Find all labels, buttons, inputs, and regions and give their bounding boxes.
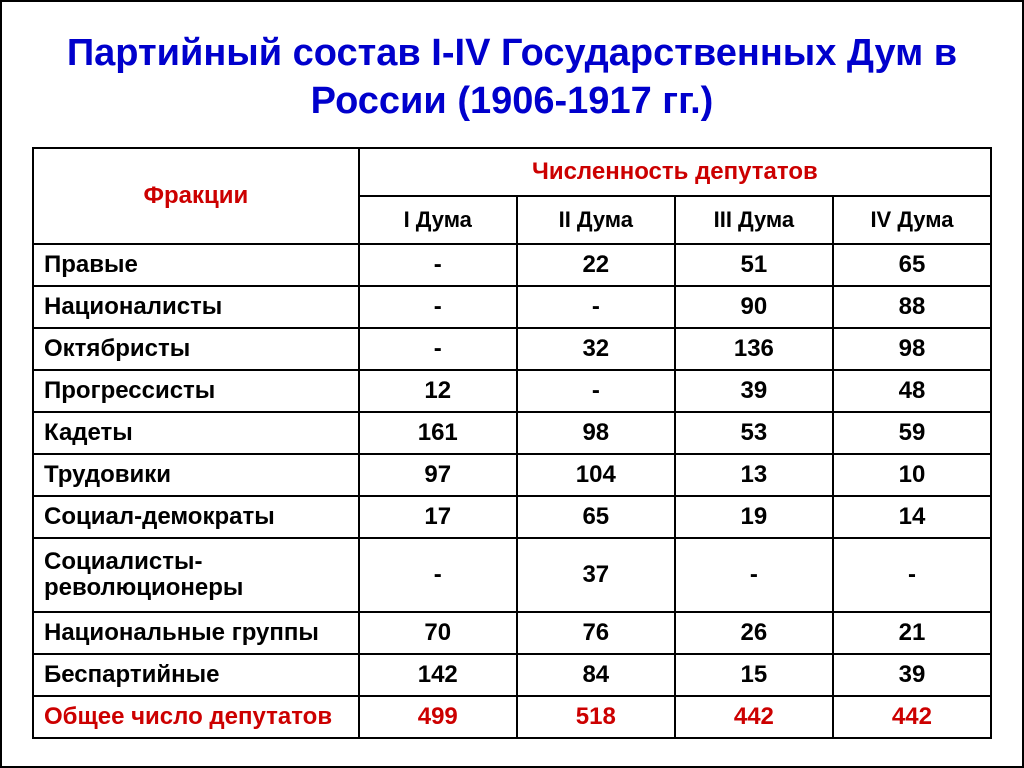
value-cell: -	[359, 328, 517, 370]
total-value-cell: 499	[359, 696, 517, 738]
value-cell: 51	[675, 244, 833, 286]
value-cell: 32	[517, 328, 675, 370]
table-row: Беспартийные142841539	[33, 654, 991, 696]
faction-name-cell: Социалисты-революционеры	[33, 538, 359, 612]
value-cell: -	[359, 244, 517, 286]
total-label-cell: Общее число депутатов	[33, 696, 359, 738]
value-cell: 14	[833, 496, 991, 538]
total-value-cell: 518	[517, 696, 675, 738]
header-duma-2: II Дума	[517, 196, 675, 244]
header-duma-4: IV Дума	[833, 196, 991, 244]
table-row: Национальные группы70762621	[33, 612, 991, 654]
value-cell: 21	[833, 612, 991, 654]
value-cell: 84	[517, 654, 675, 696]
faction-name-cell: Социал-демократы	[33, 496, 359, 538]
slide-title: Партийный состав I-IV Государственных Ду…	[32, 30, 992, 125]
table-row: Кадеты161985359	[33, 412, 991, 454]
value-cell: 98	[517, 412, 675, 454]
value-cell: -	[833, 538, 991, 612]
header-duma-3: III Дума	[675, 196, 833, 244]
value-cell: 17	[359, 496, 517, 538]
total-value-cell: 442	[833, 696, 991, 738]
faction-name-cell: Трудовики	[33, 454, 359, 496]
header-duma-1: I Дума	[359, 196, 517, 244]
table-row: Правые-225165	[33, 244, 991, 286]
duma-table: Фракции Численность депутатов I Дума II …	[32, 147, 992, 739]
slide-frame: Партийный состав I-IV Государственных Ду…	[0, 0, 1024, 768]
value-cell: 90	[675, 286, 833, 328]
value-cell: 97	[359, 454, 517, 496]
value-cell: 39	[833, 654, 991, 696]
header-factions: Фракции	[33, 148, 359, 244]
value-cell: 104	[517, 454, 675, 496]
value-cell: -	[359, 538, 517, 612]
faction-name-cell: Националисты	[33, 286, 359, 328]
value-cell: 142	[359, 654, 517, 696]
value-cell: 98	[833, 328, 991, 370]
value-cell: 13	[675, 454, 833, 496]
value-cell: -	[517, 370, 675, 412]
value-cell: 88	[833, 286, 991, 328]
faction-name-cell: Кадеты	[33, 412, 359, 454]
value-cell: -	[517, 286, 675, 328]
table-row: Националисты--9088	[33, 286, 991, 328]
value-cell: 26	[675, 612, 833, 654]
table-row: Социал-демократы17651914	[33, 496, 991, 538]
value-cell: -	[675, 538, 833, 612]
value-cell: 70	[359, 612, 517, 654]
value-cell: 15	[675, 654, 833, 696]
value-cell: 76	[517, 612, 675, 654]
value-cell: 48	[833, 370, 991, 412]
table-row: Прогрессисты12-3948	[33, 370, 991, 412]
value-cell: 10	[833, 454, 991, 496]
value-cell: 37	[517, 538, 675, 612]
value-cell: 59	[833, 412, 991, 454]
faction-name-cell: Беспартийные	[33, 654, 359, 696]
value-cell: 19	[675, 496, 833, 538]
header-count: Численность депутатов	[359, 148, 991, 196]
table-header: Фракции Численность депутатов I Дума II …	[33, 148, 991, 244]
value-cell: 65	[517, 496, 675, 538]
table-body: Правые-225165Националисты--9088Октябрист…	[33, 244, 991, 738]
table-row: Октябристы-3213698	[33, 328, 991, 370]
value-cell: 53	[675, 412, 833, 454]
value-cell: 161	[359, 412, 517, 454]
value-cell: -	[359, 286, 517, 328]
table-row: Социалисты-революционеры-37--	[33, 538, 991, 612]
table-total-row: Общее число депутатов499518442442	[33, 696, 991, 738]
value-cell: 12	[359, 370, 517, 412]
value-cell: 39	[675, 370, 833, 412]
faction-name-cell: Национальные группы	[33, 612, 359, 654]
faction-name-cell: Правые	[33, 244, 359, 286]
value-cell: 136	[675, 328, 833, 370]
total-value-cell: 442	[675, 696, 833, 738]
value-cell: 65	[833, 244, 991, 286]
faction-name-cell: Прогрессисты	[33, 370, 359, 412]
table-row: Трудовики971041310	[33, 454, 991, 496]
faction-name-cell: Октябристы	[33, 328, 359, 370]
value-cell: 22	[517, 244, 675, 286]
